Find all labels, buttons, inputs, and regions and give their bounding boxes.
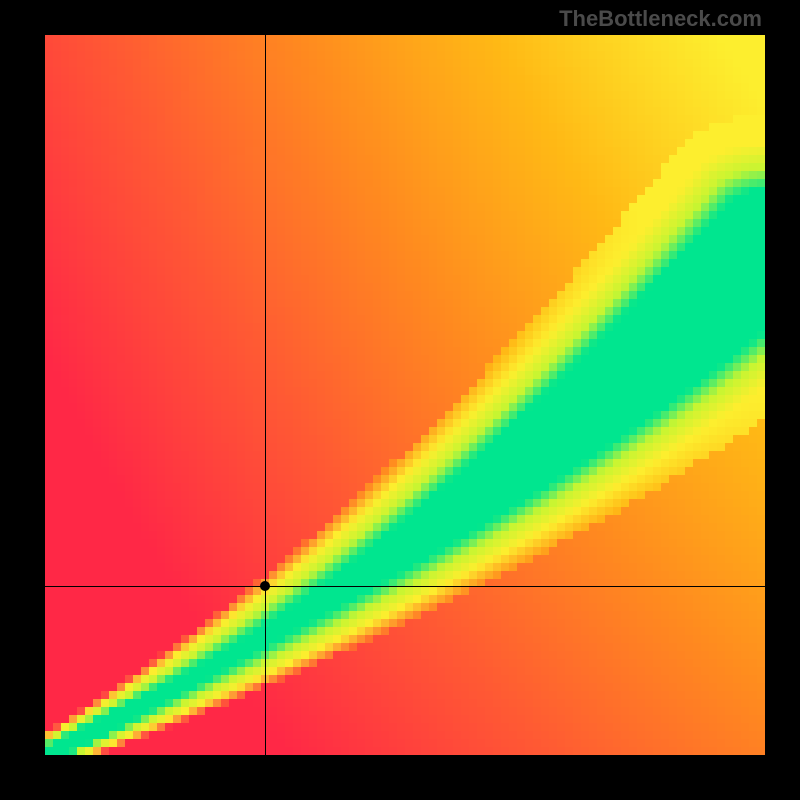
- heatmap-canvas: [45, 35, 765, 755]
- crosshair-vertical: [265, 35, 266, 755]
- crosshair-horizontal: [45, 586, 765, 587]
- heatmap-plot: [45, 35, 765, 755]
- watermark-text: TheBottleneck.com: [559, 6, 762, 32]
- intersection-marker: [260, 581, 270, 591]
